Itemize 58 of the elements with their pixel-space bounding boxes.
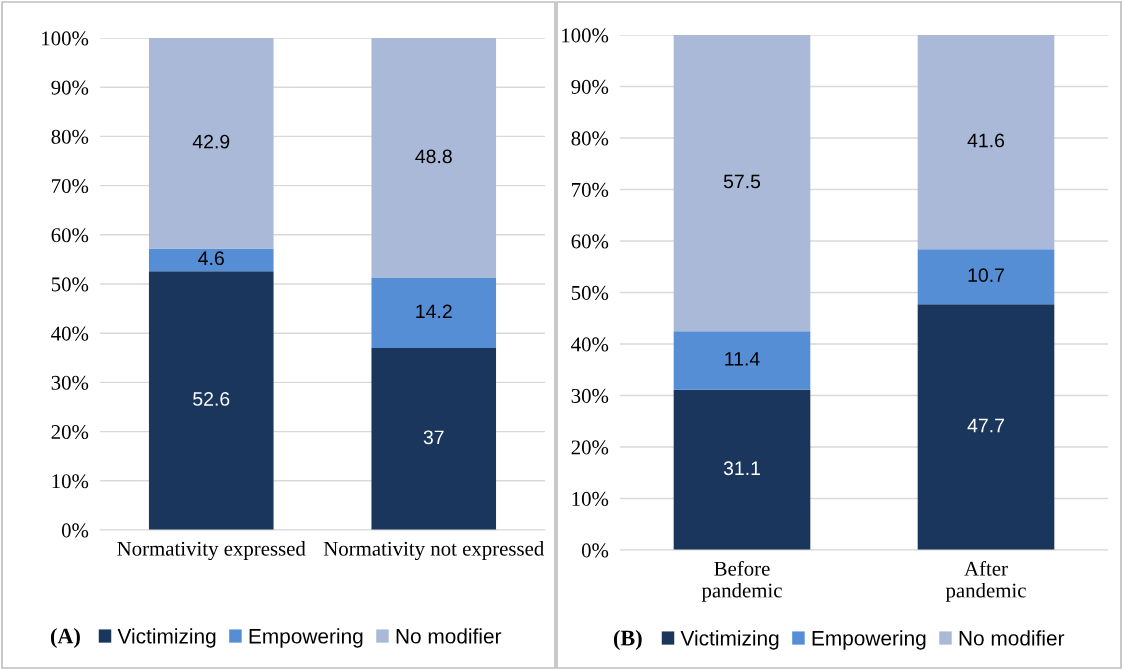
legend-label: No modifier [959,630,1065,646]
y-tick-label: 40% [571,337,609,352]
y-tick-label: 60% [51,228,89,243]
legend-label: No modifier [396,628,502,644]
y-tick-label: 20% [571,440,609,455]
bar [148,271,274,530]
data-label: 31.1 [723,461,760,476]
y-tick-label: 30% [51,375,89,390]
y-tick-label: 20% [51,424,89,440]
y-tick-label: 40% [51,326,89,341]
bar [371,278,497,348]
legend-label: Empowering [812,630,926,650]
y-tick-label: 100% [42,31,89,46]
text: (A) [50,627,80,649]
text: (B) [613,629,642,651]
y-tick-label: 10% [52,474,89,489]
y-tick-label: 10% [572,491,609,506]
y-tick-label: 50% [571,285,609,300]
y-tick-label: 100% [562,28,609,43]
y-tick-label: 90% [571,79,609,94]
x-tick-label: After pandemic [945,560,1026,602]
y-tick-label: 80% [51,129,89,144]
x-tick-label: Normativity not expressed [323,541,544,561]
y-tick-label: 30% [571,388,609,403]
bar [371,38,497,279]
y-tick-label: 70% [572,182,609,197]
data-label: 11.4 [725,352,760,366]
y-tick-label: 0% [581,543,609,558]
y-tick-label: 80% [571,131,609,146]
bar [148,38,274,249]
y-tick-label: 60% [571,234,609,249]
data-label: 48.8 [415,149,452,164]
y-tick-label: 50% [51,277,89,292]
bar [673,389,811,550]
x-tick-label: Before pandemic [701,560,782,602]
legend-label: Victimizing [680,630,779,650]
bar [917,35,1055,250]
data-label: 52.6 [193,392,230,406]
data-label: 10.7 [968,268,1004,283]
y-tick-label: 90% [51,80,89,95]
y-tick-label: 70% [52,178,89,194]
bar [148,248,274,272]
bar [673,35,811,332]
bar [371,347,497,530]
data-label: 41.6 [967,133,1005,148]
data-label: 57.5 [723,174,761,189]
bar [917,304,1055,550]
x-tick-label: Normativity expressed [117,541,306,561]
legend-label: Victimizing [117,628,216,648]
data-label: 37 [423,430,444,445]
data-label: 4.6 [198,251,224,266]
bar [673,331,811,390]
legend-label: Empowering [249,628,363,648]
data-label: 42.9 [192,134,230,149]
y-tick-label: 0% [61,523,89,538]
data-label: 14.2 [416,304,452,319]
bar [917,249,1055,305]
data-label: 47.7 [967,418,1004,433]
